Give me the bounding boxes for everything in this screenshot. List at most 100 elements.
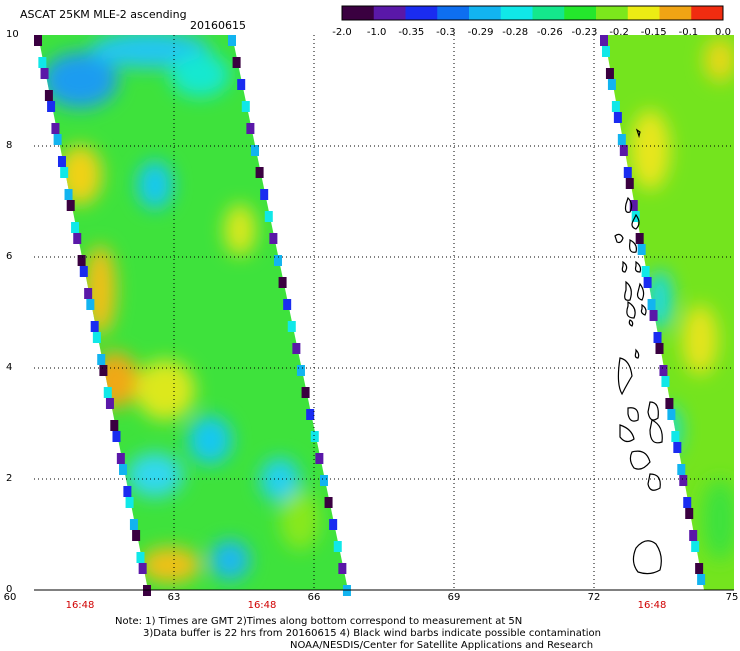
- colorbar-swatch: [500, 6, 533, 20]
- edge-pixel: [695, 563, 704, 574]
- y-tick-label: 2: [6, 473, 13, 484]
- colorbar-label: -0.26: [536, 27, 563, 38]
- edge-pixel: [273, 255, 282, 266]
- edge-pixel: [110, 420, 119, 431]
- colorbar-swatch: [659, 6, 692, 20]
- colorbar-label: -0.2: [609, 27, 629, 38]
- edge-pixel: [44, 90, 53, 101]
- edge-pixel: [641, 266, 650, 277]
- edge-pixel: [697, 574, 706, 585]
- edge-pixel: [66, 200, 75, 211]
- edge-pixel: [40, 68, 49, 79]
- edge-pixel: [665, 398, 674, 409]
- colorbar-label: -0.23: [571, 27, 598, 38]
- colorbar-label: -0.35: [398, 27, 425, 38]
- time-label: 16:48: [637, 600, 667, 611]
- edge-pixel: [315, 453, 324, 464]
- edge-pixel: [99, 365, 108, 376]
- edge-pixel: [228, 35, 236, 46]
- edge-pixel: [649, 310, 658, 321]
- edge-pixel: [237, 79, 246, 90]
- colorbar-label: -2.0: [332, 27, 352, 38]
- colorbar-swatch: [405, 6, 438, 20]
- edge-pixel: [77, 255, 86, 266]
- y-tick-label: 6: [6, 251, 13, 262]
- swath-left: [38, 35, 348, 590]
- edge-pixel: [605, 68, 614, 79]
- edge-pixel: [125, 497, 134, 508]
- colorbar-swatch: [373, 6, 406, 20]
- colorbar-swatch: [437, 6, 470, 20]
- x-tick-label: 75: [725, 592, 739, 603]
- edge-pixel: [677, 464, 686, 475]
- edge-pixel: [269, 233, 278, 244]
- edge-pixel: [611, 101, 620, 112]
- edge-pixel: [310, 431, 319, 442]
- edge-pixel: [232, 57, 241, 68]
- colorbar-label: -0.15: [640, 27, 667, 38]
- edge-pixel: [324, 497, 333, 508]
- edge-pixel: [338, 563, 347, 574]
- colorbar-border: [341, 5, 724, 21]
- edge-pixel: [84, 288, 93, 299]
- edge-pixel: [292, 343, 301, 354]
- edge-pixel: [319, 475, 328, 486]
- colorbar-label: -0.3: [436, 27, 456, 38]
- time-label: 16:48: [247, 600, 277, 611]
- edge-pixel: [673, 442, 682, 453]
- edge-pixel: [255, 167, 264, 178]
- colorbar-swatch: [564, 6, 597, 20]
- edge-pixel: [619, 145, 628, 156]
- edge-pixel: [617, 134, 626, 145]
- colorbar-label: -0.29: [467, 27, 494, 38]
- edge-pixel: [97, 354, 106, 365]
- edge-pixel: [92, 332, 101, 343]
- colorbar-swatch: [342, 6, 375, 20]
- edge-pixel: [116, 453, 125, 464]
- edge-pixel: [123, 486, 132, 497]
- edge-pixel: [51, 123, 60, 134]
- y-tick-label: 0: [6, 584, 13, 595]
- edge-pixel: [683, 497, 692, 508]
- edge-pixel: [287, 321, 296, 332]
- edge-pixel: [329, 519, 338, 530]
- x-tick-label: 60: [3, 592, 17, 603]
- edge-pixel: [689, 530, 698, 541]
- edge-pixel: [79, 266, 88, 277]
- edge-pixel: [86, 299, 95, 310]
- edge-pixel: [112, 431, 121, 442]
- edge-pixel: [53, 134, 62, 145]
- note-line-2: 3)Data buffer is 22 hrs from 20160615 4)…: [143, 628, 601, 639]
- y-tick-label: 8: [6, 140, 13, 151]
- edge-pixel: [600, 35, 608, 46]
- edge-pixel: [260, 189, 269, 200]
- edge-pixel: [659, 365, 668, 376]
- edge-pixel: [306, 409, 315, 420]
- edge-pixel: [637, 244, 646, 255]
- edge-pixel: [647, 299, 656, 310]
- edge-pixel: [64, 189, 73, 200]
- edge-pixel: [138, 563, 147, 574]
- edge-pixel: [105, 398, 114, 409]
- edge-pixel: [283, 299, 292, 310]
- edge-pixel: [623, 167, 632, 178]
- edge-pixel: [136, 552, 145, 563]
- x-tick-label: 72: [587, 592, 601, 603]
- edge-pixel: [278, 277, 287, 288]
- map-date: 20160615: [190, 19, 246, 32]
- edge-pixel: [57, 156, 66, 167]
- edge-pixel: [38, 57, 47, 68]
- edge-pixel: [132, 530, 141, 541]
- y-tick-label: 4: [6, 362, 13, 373]
- colorbar-label: -1.0: [366, 27, 387, 38]
- edge-pixel: [613, 112, 622, 123]
- edge-pixel: [635, 233, 644, 244]
- x-tick-label: 66: [307, 592, 321, 603]
- edge-pixel: [90, 321, 99, 332]
- edge-pixel: [661, 376, 670, 387]
- colorbar-swatch: [532, 6, 565, 20]
- edge-pixel: [264, 211, 273, 222]
- edge-pixel: [629, 200, 638, 211]
- edge-pixel: [296, 365, 305, 376]
